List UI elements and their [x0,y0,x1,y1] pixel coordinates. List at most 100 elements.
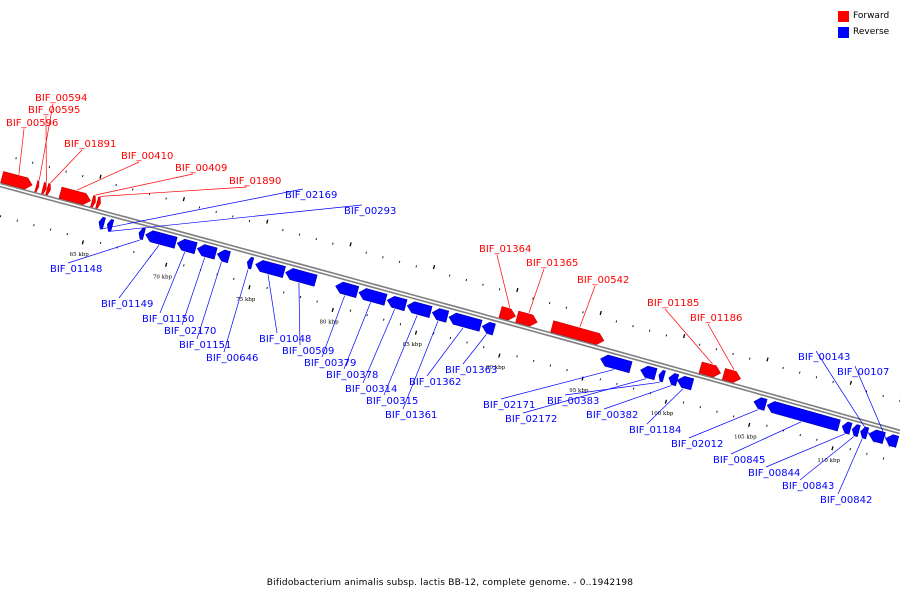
minor-tick [548,301,551,305]
gene-arrow[interactable] [98,216,106,230]
gene-label[interactable]: BIF_00845 [713,455,765,466]
gene-label[interactable]: BIF_01151 [179,340,231,351]
gene-arrow[interactable] [753,397,768,411]
gene-label[interactable]: BIF_00143 [798,352,850,363]
gene-label[interactable]: BIF_00315 [366,396,418,407]
leader-line [343,302,371,370]
gene-label[interactable]: BIF_00596 [6,118,58,129]
gene-label[interactable]: BIF_01362 [409,377,461,388]
gene-arrow[interactable] [41,182,47,195]
gene-arrow[interactable] [448,312,483,332]
gene-label[interactable]: BIF_01363 [445,365,497,376]
gene-arrow[interactable] [145,230,178,249]
gene-label[interactable]: BIF_00409 [175,163,227,174]
gene-label[interactable]: BIF_00844 [748,468,800,479]
gene-arrow[interactable] [0,171,33,190]
leader-line [500,369,614,400]
leader-line [646,388,684,425]
gene-arrow[interactable] [885,434,900,448]
minor-tick [415,265,417,268]
gene-arrow[interactable] [196,244,218,260]
gene-arrow[interactable] [358,288,388,306]
gene-label[interactable]: BIF_00542 [577,275,629,286]
gene-arrow[interactable] [640,365,658,381]
gene-label[interactable]: BIF_01186 [690,313,742,324]
gene-label[interactable]: BIF_01891 [64,139,116,150]
leader-line [50,149,83,184]
gene-label[interactable]: BIF_02169 [285,190,337,201]
gene-label[interactable]: BIF_00646 [206,353,258,364]
gene-label[interactable]: BIF_00379 [304,358,356,369]
gene-arrow[interactable] [138,227,146,241]
gene-label[interactable]: BIF_02012 [671,439,723,450]
gene-arrow[interactable] [335,281,360,298]
gene-arrow[interactable] [216,249,231,264]
gene-arrow[interactable] [285,268,318,287]
gene-arrow[interactable] [106,219,115,232]
gene-label[interactable]: BIF_00842 [820,495,872,506]
legend-forward: Forward [838,8,889,24]
tick-label: 110 kbp [817,458,840,464]
gene-label[interactable]: BIF_00843 [782,481,834,492]
gene-arrow[interactable] [766,401,841,432]
gene-arrow[interactable] [860,426,870,440]
gene-arrow[interactable] [246,256,255,270]
gene-label[interactable]: BIF_00595 [28,105,80,116]
gene-arrow[interactable] [90,195,96,208]
gene-arrow[interactable] [255,260,286,278]
gene-arrow[interactable] [176,238,198,255]
gene-arrow[interactable] [45,183,51,196]
gene-label[interactable]: BIF_01148 [50,264,102,275]
minor-tick [732,352,734,356]
gene-arrow[interactable] [58,186,91,205]
gene-label[interactable]: BIF_00383 [547,396,599,407]
gene-label[interactable]: BIF_00314 [345,384,397,395]
gene-label[interactable]: BIF_02171 [483,400,535,411]
minor-tick [682,401,685,404]
gene-arrow[interactable] [851,424,861,437]
gene-label[interactable]: BIF_00378 [326,370,378,381]
gene-arrow[interactable] [515,310,538,327]
gene-label[interactable]: BIF_01365 [526,258,578,269]
gene-label[interactable]: BIF_02172 [505,414,557,425]
gene-label[interactable]: BIF_01361 [385,410,437,421]
gene-label[interactable]: BIF_00382 [586,410,638,421]
gene-label[interactable]: BIF_00594 [35,93,87,104]
gene-arrow[interactable] [668,373,680,387]
gene-label[interactable]: BIF_01364 [479,244,531,255]
gene-arrow[interactable] [600,354,633,374]
gene-label[interactable]: BIF_02170 [164,326,216,337]
gene-arrow[interactable] [406,301,433,318]
gene-arrow[interactable] [721,368,742,383]
minor-tick [198,206,201,209]
minor-tick [849,448,851,451]
gene-label[interactable]: BIF_01150 [142,314,194,325]
minor-tick [132,188,134,191]
minor-tick [316,300,318,303]
gene-label[interactable]: BIF_01890 [229,176,281,187]
gene-arrow[interactable] [550,320,605,345]
gene-arrow[interactable] [34,180,40,193]
gene-label[interactable]: BIF_01149 [101,299,153,310]
gene-arrow[interactable] [431,308,450,323]
gene-label[interactable]: BIF_01185 [647,298,699,309]
gene-arrow[interactable] [498,306,516,321]
gene-label[interactable]: BIF_00107 [837,367,889,378]
gene-arrow[interactable] [698,361,722,378]
gene-arrow[interactable] [658,369,666,383]
minor-tick [465,279,467,282]
gene-label[interactable]: BIF_01048 [259,334,311,345]
gene-label[interactable]: BIF_00293 [344,206,396,217]
leader-line [321,295,346,358]
gene-arrow[interactable] [841,421,853,435]
gene-arrow[interactable] [386,295,408,312]
minor-tick [832,380,834,384]
gene-label[interactable]: BIF_00509 [282,346,334,357]
gene-arrow[interactable] [676,375,695,391]
minor-tick [699,343,701,346]
gene-label[interactable]: BIF_01184 [629,425,681,436]
gene-label[interactable]: BIF_00410 [121,151,173,162]
gene-arrow[interactable] [95,196,101,209]
gene-arrow[interactable] [481,321,496,336]
